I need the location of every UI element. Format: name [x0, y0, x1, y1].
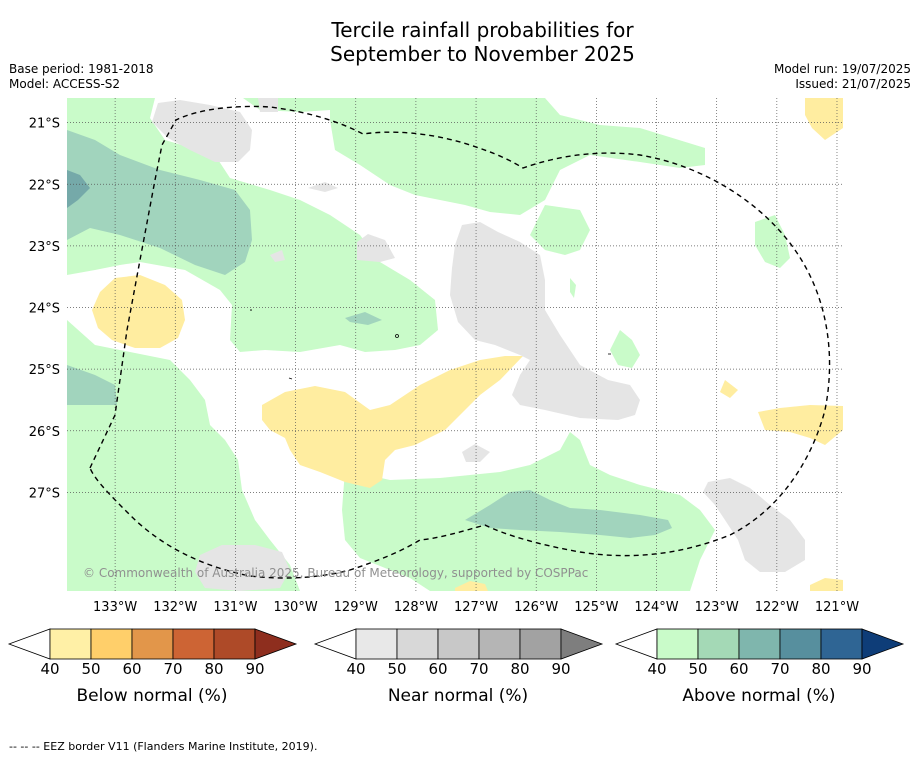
lat-label: 26°S: [29, 425, 60, 440]
colorbar-extend-high: [861, 628, 905, 660]
run-info: Model run: 19/07/2025 Issued: 21/07/2025: [774, 62, 911, 92]
colorbar-tick-label: 50: [81, 660, 101, 678]
lon-label: 132°W: [153, 600, 197, 615]
colorbar-tick-label: 60: [729, 660, 749, 678]
longitude-labels: 133°W 132°W 131°W 130°W 129°W 128°W 127°W 126°W…: [93, 600, 859, 615]
lon-label: 133°W: [93, 600, 137, 615]
colorbar-tick-label: 50: [387, 660, 407, 678]
colorbar-extend-low: [313, 628, 357, 660]
colorbar-segment: [656, 628, 699, 660]
above-normal-label: Above normal (%): [682, 686, 836, 706]
colorbar-extend-high: [254, 628, 298, 660]
near-normal-label: Near normal (%): [387, 686, 529, 706]
title-line-2: September to November 2025: [330, 42, 635, 66]
lon-label: 130°W: [274, 600, 318, 615]
lat-label: 21°S: [29, 117, 60, 132]
colorbar-tick-label: 60: [428, 660, 448, 678]
colorbar-segment: [779, 628, 822, 660]
map-plot-area: [67, 98, 843, 591]
eez-border: [89, 105, 831, 579]
colorbar-segment: [355, 628, 398, 660]
colorbar-segment: [131, 628, 174, 660]
below-normal-label: Below normal (%): [76, 686, 228, 706]
colorbar-segment: [820, 628, 863, 660]
title-line-1: Tercile rainfall probabilities for: [331, 18, 634, 42]
colorbar: [7, 628, 298, 660]
colorbar-tick-label: 70: [469, 660, 489, 678]
copyright-text: © Commonwealth of Australia 2025, Bureau…: [83, 566, 588, 580]
colorbar-tick-label: 50: [688, 660, 708, 678]
lon-label: 128°W: [394, 600, 438, 615]
lat-label: 22°S: [29, 178, 60, 193]
colorbar-extend-low: [614, 628, 658, 660]
lon-label: 122°W: [755, 600, 799, 615]
model-name: Model: ACCESS-S2: [9, 77, 121, 91]
eez-footnote: -- -- -- EEZ border V11 (Flanders Marine…: [9, 740, 318, 753]
lon-label: 127°W: [454, 600, 498, 615]
colorbar-segment: [437, 628, 480, 660]
colorbar-tick-label: 40: [346, 660, 366, 678]
colorbar-segment: [519, 628, 562, 660]
model-run: Model run: 19/07/2025: [773, 62, 911, 76]
graticule: [67, 98, 843, 591]
below-normal-region: [92, 98, 843, 591]
colorbar-tick-label: 70: [770, 660, 790, 678]
lon-label: 124°W: [634, 600, 678, 615]
lon-label: 125°W: [574, 600, 618, 615]
colorbar: [614, 628, 905, 660]
lat-label: 24°S: [29, 302, 60, 317]
map-title: Tercile rainfall probabilities for Septe…: [0, 18, 919, 66]
colorbar-tick-label: 60: [122, 660, 142, 678]
lon-label: 123°W: [695, 600, 739, 615]
colorbar-tick-label: 70: [163, 660, 183, 678]
lon-label: 131°W: [213, 600, 257, 615]
colorbar-tick-label: 90: [852, 660, 872, 678]
colorbar-tick-label: 40: [40, 660, 60, 678]
near-normal-region: [152, 98, 805, 591]
latitude-labels: 21°S 22°S 23°S 24°S 25°S 26°S 27°S: [29, 117, 60, 502]
colorbar-tick-label: 90: [245, 660, 265, 678]
lat-label: 23°S: [29, 240, 60, 255]
colorbar: [313, 628, 604, 660]
lon-label: 126°W: [514, 600, 558, 615]
lat-label: 27°S: [29, 486, 60, 501]
colorbar-tick-label: 40: [647, 660, 667, 678]
colorbar-segment: [738, 628, 781, 660]
lon-label: 129°W: [334, 600, 378, 615]
model-info: Base period: 1981-2018 Model: ACCESS-S2: [9, 62, 154, 92]
above-normal-60-region: [67, 170, 90, 208]
colorbar-extend-high: [560, 628, 604, 660]
above-normal-50-region: [67, 130, 672, 538]
lon-label: 121°W: [815, 600, 859, 615]
colorbar-segment: [49, 628, 92, 660]
lat-label: 25°S: [29, 363, 60, 378]
colorbar-tick-label: 80: [510, 660, 530, 678]
colorbar-segment: [172, 628, 215, 660]
issued-date: Issued: 21/07/2025: [795, 77, 911, 91]
colorbar-segment: [396, 628, 439, 660]
colorbar-tick-label: 90: [551, 660, 571, 678]
colorbar-segment: [478, 628, 521, 660]
colorbar-segment: [90, 628, 133, 660]
colorbar-extend-low: [7, 628, 51, 660]
colorbar-segment: [697, 628, 740, 660]
colorbar-segment: [213, 628, 256, 660]
base-period: Base period: 1981-2018: [9, 62, 154, 76]
colorbars: [7, 628, 905, 660]
colorbar-tick-label: 80: [204, 660, 224, 678]
colorbar-tick-label: 80: [811, 660, 831, 678]
